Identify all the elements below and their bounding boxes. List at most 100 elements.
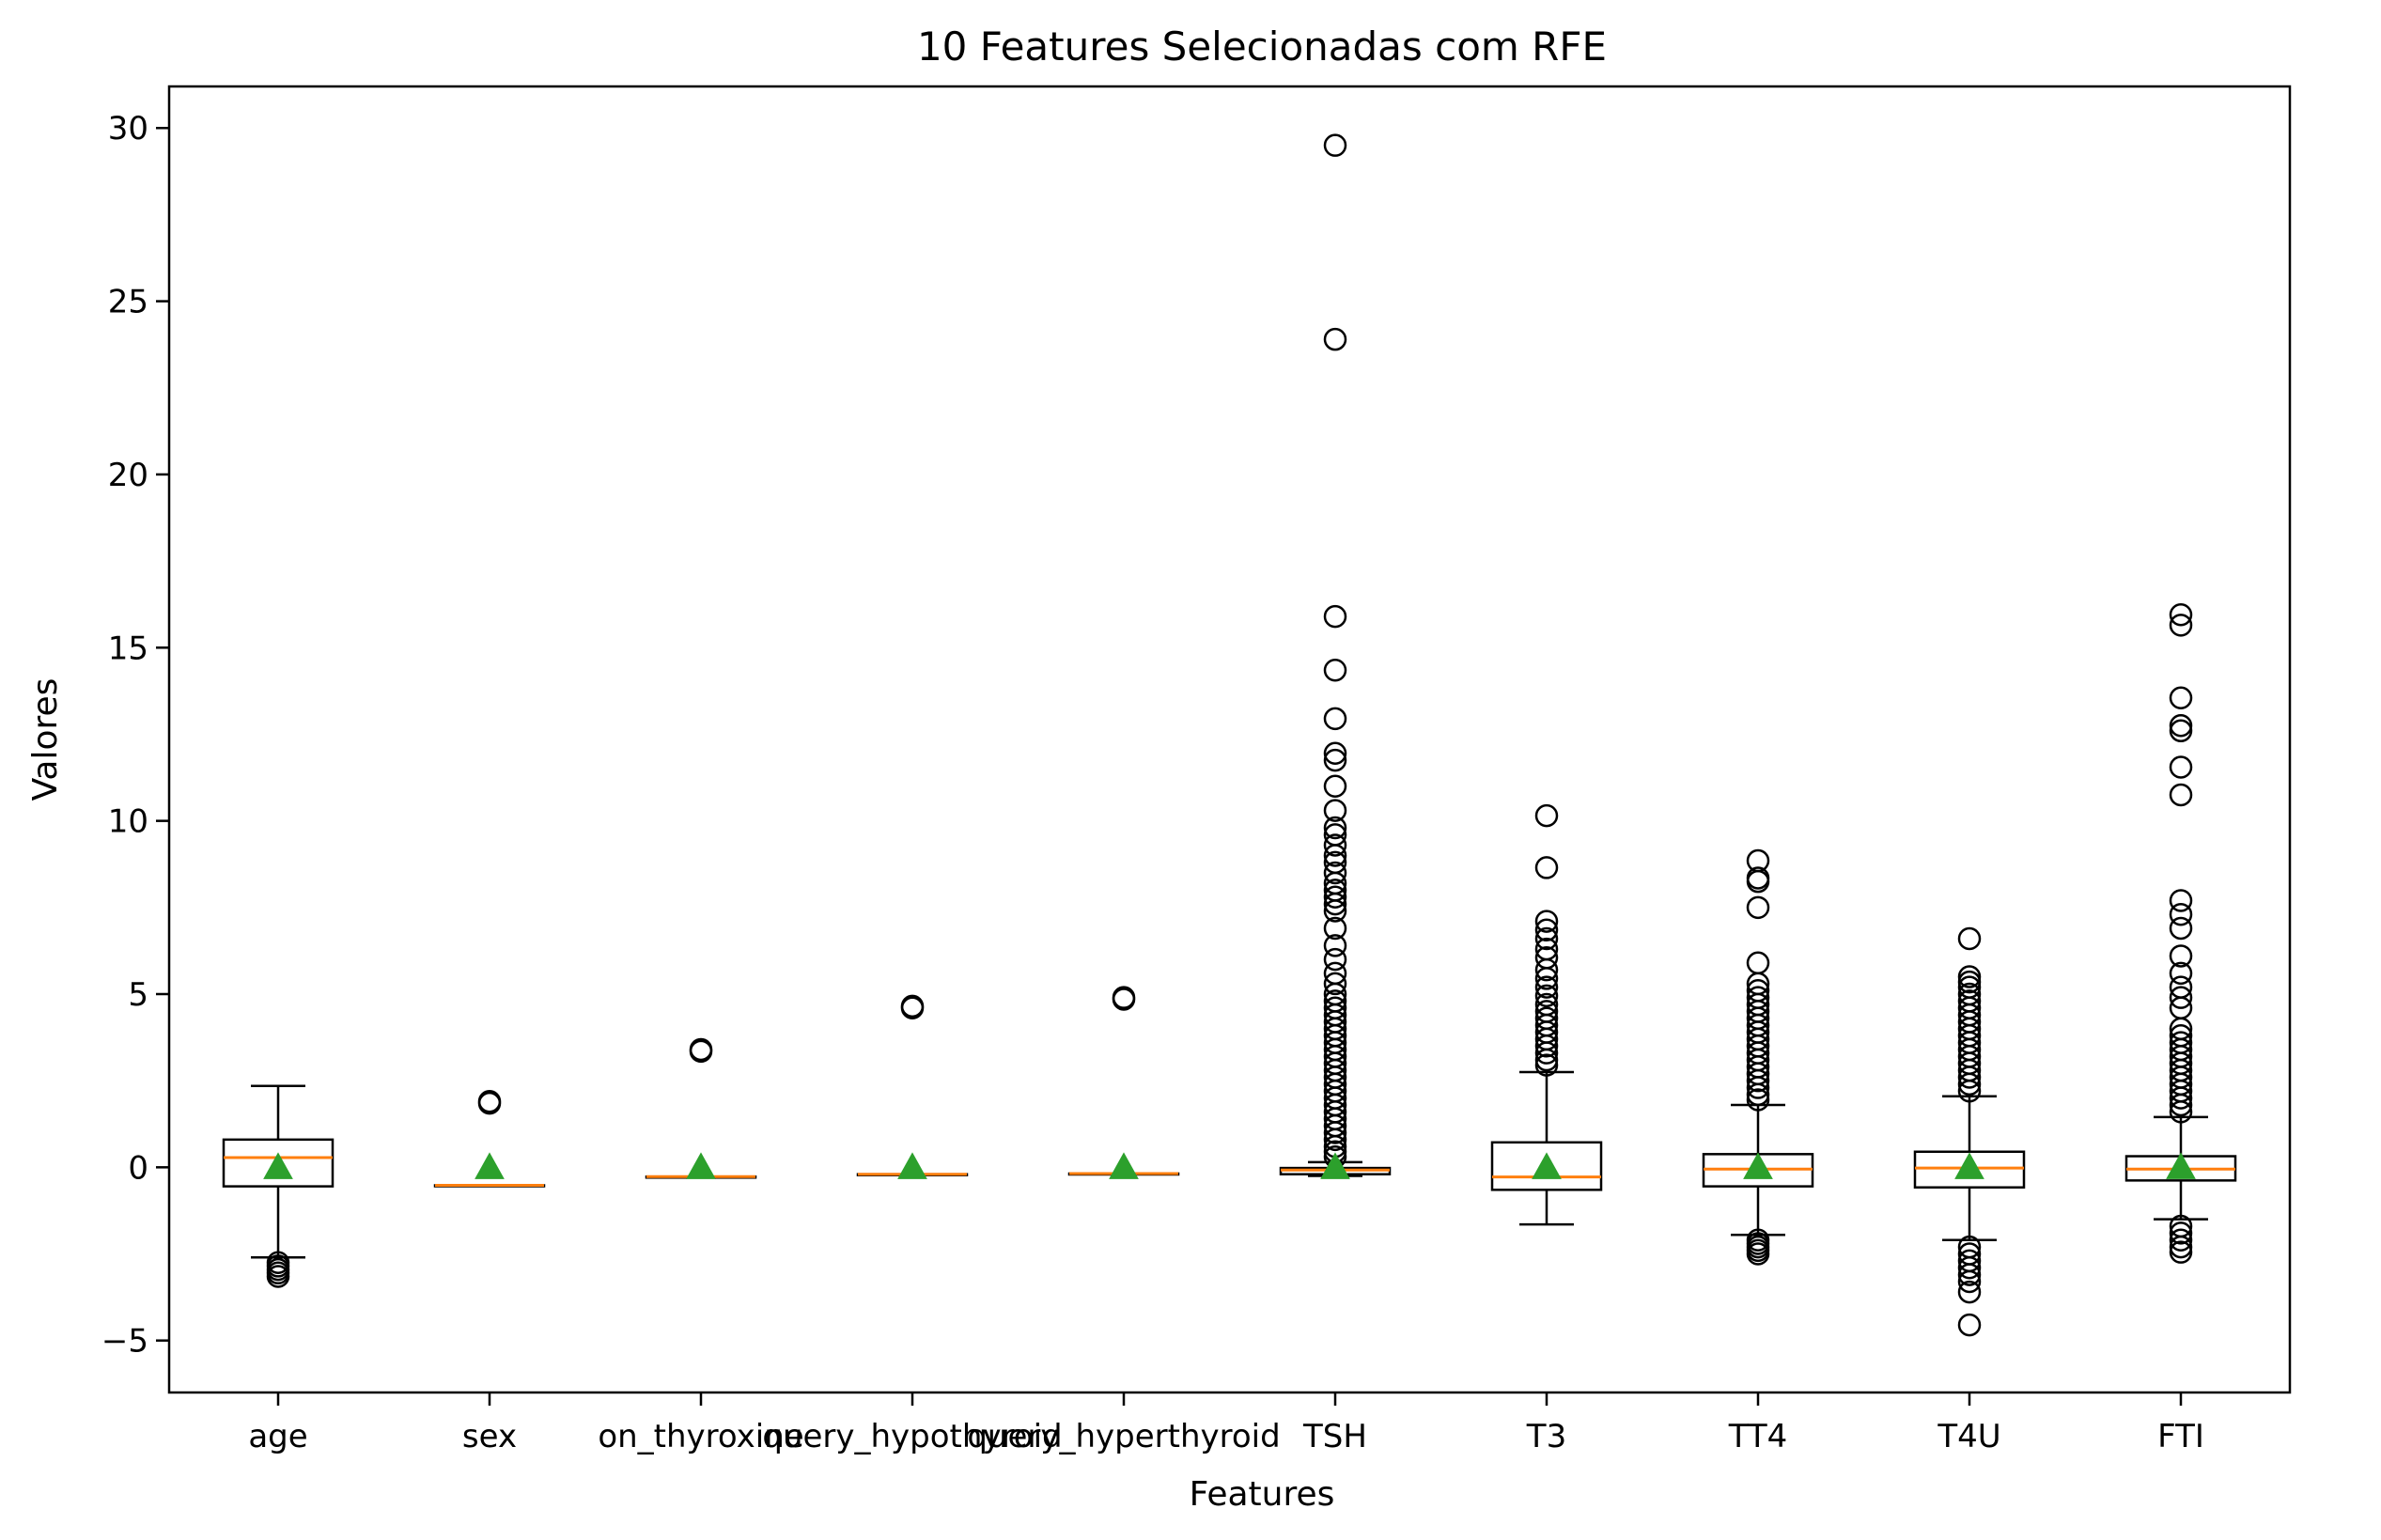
- outlier-point: [1534, 1034, 1559, 1058]
- outlier-point: [1534, 967, 1559, 990]
- outlier-point: [2169, 614, 2193, 637]
- outlier-point: [1112, 988, 1136, 1011]
- outlier-point: [1534, 856, 1559, 879]
- outlier-point: [1323, 934, 1347, 957]
- outlier-point: [1323, 972, 1347, 996]
- outlier-point: [689, 1039, 713, 1064]
- outlier-point: [1746, 1076, 1770, 1099]
- outlier-point: [1957, 1072, 1982, 1097]
- x-tick-label: query_hyperthyroid: [967, 1418, 1280, 1455]
- outlier-point: [1112, 986, 1136, 1009]
- outlier-point: [1323, 916, 1347, 941]
- outlier-point: [1746, 1082, 1770, 1107]
- y-tick-label: −5: [101, 1323, 148, 1361]
- outlier-point: [266, 1265, 290, 1288]
- outlier-point: [2169, 1221, 2193, 1245]
- outlier-point: [689, 1037, 713, 1062]
- outlier-point: [1323, 604, 1347, 629]
- mean-marker: [686, 1152, 716, 1179]
- outlier-point: [1746, 869, 1770, 894]
- outlier-point: [2169, 1228, 2193, 1252]
- mean-marker: [1954, 1152, 1984, 1179]
- y-tick-label: 10: [108, 803, 148, 841]
- outlier-point: [2169, 719, 2193, 743]
- outlier-point: [1534, 918, 1559, 942]
- y-tick-label: 15: [108, 630, 148, 667]
- outlier-point: [2169, 902, 2193, 926]
- box: [1490, 1141, 1603, 1191]
- outlier-point: [1746, 895, 1770, 920]
- outlier-point: [2169, 1086, 2193, 1110]
- outlier-point: [900, 994, 925, 1019]
- outlier-point: [1323, 833, 1347, 857]
- plot-frame: [167, 85, 2292, 1394]
- chart-title: 10 Features Selecionadas com RFE: [917, 23, 1607, 70]
- outlier-point: [1323, 844, 1347, 867]
- outlier-point: [1957, 1066, 1982, 1089]
- y-axis-label: Valores: [26, 678, 65, 801]
- mean-marker: [1109, 1152, 1139, 1179]
- outlier-point: [1323, 1128, 1347, 1152]
- outlier-point: [1534, 957, 1559, 982]
- mean-marker: [1320, 1152, 1350, 1179]
- outlier-point: [1323, 885, 1347, 910]
- y-tick-label: 25: [108, 284, 148, 321]
- mean-marker: [897, 1152, 927, 1179]
- outlier-point: [2169, 889, 2193, 912]
- outlier-point: [1746, 951, 1770, 975]
- outlier-point: [1323, 774, 1347, 799]
- outlier-point: [1746, 1088, 1770, 1112]
- y-tick-label: 20: [108, 457, 148, 494]
- outlier-point: [900, 996, 925, 1019]
- x-tick-label: age: [248, 1418, 307, 1455]
- mean-marker: [2166, 1152, 2196, 1179]
- outlier-point: [1323, 659, 1347, 682]
- outlier-point: [1746, 1068, 1770, 1093]
- x-tick-label: on_thyroxine: [598, 1418, 803, 1455]
- outlier-point: [1957, 926, 1982, 951]
- outlier-point: [1957, 1313, 1982, 1337]
- outlier-point: [1957, 970, 1982, 994]
- outlier-point: [1323, 899, 1347, 923]
- outlier-point: [2169, 1100, 2193, 1124]
- outlier-point: [1534, 803, 1559, 828]
- outlier-point: [1957, 1263, 1982, 1286]
- outlier-point: [2169, 1235, 2193, 1259]
- mean-marker: [1743, 1152, 1773, 1179]
- outlier-point: [1323, 1121, 1347, 1144]
- outlier-point: [2169, 686, 2193, 710]
- outlier-point: [1534, 1048, 1559, 1072]
- outlier-point: [1323, 327, 1347, 351]
- outlier-point: [1323, 816, 1347, 840]
- outlier-point: [1534, 984, 1559, 1008]
- outlier-point: [1323, 947, 1347, 972]
- outlier-point: [1323, 707, 1347, 731]
- outlier-point: [2169, 961, 2193, 986]
- x-axis-label: Features: [1190, 1475, 1335, 1514]
- outlier-point: [1323, 799, 1347, 822]
- outlier-point: [477, 1091, 502, 1115]
- outlier-point: [1323, 741, 1347, 765]
- outlier-point: [1534, 926, 1559, 951]
- outlier-point: [1534, 975, 1559, 999]
- x-tick-label: T4U: [1937, 1418, 2000, 1455]
- outlier-point: [477, 1090, 502, 1113]
- outlier-point: [2169, 916, 2193, 941]
- mean-marker: [263, 1152, 293, 1179]
- x-tick-label: query_hypothyroid: [762, 1418, 1062, 1455]
- y-tick-label: 0: [128, 1149, 148, 1187]
- x-tick-label: T3: [1526, 1418, 1566, 1455]
- mean-marker: [1532, 1152, 1562, 1179]
- outlier-point: [1957, 1256, 1982, 1280]
- y-tick-label: 5: [128, 976, 148, 1014]
- outlier-point: [1957, 1280, 1982, 1304]
- outlier-point: [1534, 1041, 1559, 1065]
- outlier-point: [1746, 1242, 1770, 1266]
- outlier-point: [2169, 755, 2193, 779]
- x-tick-label: TT4: [1728, 1418, 1788, 1455]
- outlier-point: [2169, 1093, 2193, 1117]
- outlier-point: [1534, 910, 1559, 933]
- outlier-point: [1957, 1269, 1982, 1294]
